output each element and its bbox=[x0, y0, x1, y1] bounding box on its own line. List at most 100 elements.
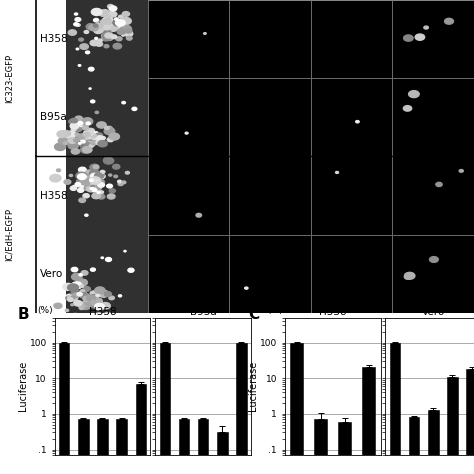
Circle shape bbox=[120, 25, 131, 33]
Bar bbox=[390, 343, 400, 474]
Circle shape bbox=[87, 128, 94, 133]
Circle shape bbox=[429, 256, 438, 263]
Circle shape bbox=[66, 294, 73, 300]
Circle shape bbox=[68, 138, 77, 144]
Circle shape bbox=[64, 142, 68, 145]
Bar bbox=[229, 0, 311, 78]
Circle shape bbox=[336, 172, 338, 173]
Circle shape bbox=[83, 132, 90, 137]
Circle shape bbox=[459, 170, 463, 172]
Circle shape bbox=[96, 42, 102, 46]
Circle shape bbox=[70, 123, 79, 129]
Circle shape bbox=[80, 146, 91, 153]
Circle shape bbox=[85, 214, 88, 216]
Circle shape bbox=[71, 128, 76, 131]
Bar bbox=[466, 369, 474, 474]
Circle shape bbox=[196, 213, 201, 217]
Title: B95a: B95a bbox=[190, 307, 217, 317]
Circle shape bbox=[77, 279, 87, 286]
Circle shape bbox=[93, 165, 99, 168]
Circle shape bbox=[100, 302, 110, 309]
Circle shape bbox=[107, 184, 112, 188]
Circle shape bbox=[109, 133, 119, 140]
Circle shape bbox=[71, 118, 77, 123]
Circle shape bbox=[86, 170, 90, 173]
Circle shape bbox=[95, 25, 105, 32]
Circle shape bbox=[98, 301, 102, 303]
Circle shape bbox=[89, 25, 99, 31]
Circle shape bbox=[68, 284, 79, 291]
Bar bbox=[392, 0, 474, 78]
Circle shape bbox=[85, 301, 94, 306]
Circle shape bbox=[96, 136, 104, 141]
Circle shape bbox=[78, 188, 83, 192]
Circle shape bbox=[108, 5, 113, 9]
Circle shape bbox=[71, 148, 80, 154]
Circle shape bbox=[122, 11, 129, 16]
Circle shape bbox=[95, 287, 105, 294]
Bar bbox=[362, 367, 375, 474]
Bar bbox=[148, 0, 229, 78]
Circle shape bbox=[82, 175, 91, 181]
Circle shape bbox=[109, 296, 114, 300]
Circle shape bbox=[91, 140, 97, 145]
Circle shape bbox=[82, 126, 89, 130]
Circle shape bbox=[404, 275, 411, 279]
Circle shape bbox=[108, 194, 115, 199]
Text: H358: H358 bbox=[40, 34, 68, 44]
Circle shape bbox=[80, 44, 88, 49]
Circle shape bbox=[132, 107, 137, 110]
Circle shape bbox=[73, 291, 80, 295]
Circle shape bbox=[101, 137, 105, 139]
Circle shape bbox=[95, 133, 103, 138]
Bar bbox=[66, 0, 148, 78]
Circle shape bbox=[93, 137, 100, 141]
Circle shape bbox=[93, 18, 99, 22]
Circle shape bbox=[87, 180, 94, 184]
Circle shape bbox=[76, 180, 80, 182]
Bar bbox=[217, 432, 228, 474]
Circle shape bbox=[91, 299, 102, 305]
Circle shape bbox=[95, 301, 98, 302]
Circle shape bbox=[91, 294, 96, 299]
Y-axis label: Luciferase: Luciferase bbox=[248, 361, 258, 411]
Circle shape bbox=[101, 34, 107, 37]
Circle shape bbox=[78, 134, 86, 139]
Circle shape bbox=[84, 30, 89, 34]
Bar bbox=[116, 419, 127, 474]
Circle shape bbox=[83, 296, 91, 301]
Circle shape bbox=[89, 88, 91, 89]
Circle shape bbox=[80, 142, 86, 146]
Circle shape bbox=[98, 182, 104, 187]
Circle shape bbox=[83, 131, 89, 135]
Circle shape bbox=[74, 13, 78, 15]
Bar bbox=[148, 156, 229, 235]
Text: (%): (%) bbox=[267, 306, 283, 315]
Circle shape bbox=[91, 184, 101, 191]
Text: IC323-EGFP: IC323-EGFP bbox=[5, 54, 14, 103]
Circle shape bbox=[79, 38, 83, 41]
Circle shape bbox=[81, 140, 85, 143]
Bar bbox=[311, 235, 392, 313]
Circle shape bbox=[78, 64, 81, 66]
Circle shape bbox=[91, 185, 94, 188]
Circle shape bbox=[78, 316, 81, 318]
Circle shape bbox=[87, 295, 96, 301]
Circle shape bbox=[109, 189, 115, 193]
Circle shape bbox=[105, 33, 112, 38]
Circle shape bbox=[80, 290, 85, 292]
Circle shape bbox=[92, 176, 100, 182]
Circle shape bbox=[90, 291, 98, 296]
Circle shape bbox=[72, 136, 80, 141]
Circle shape bbox=[86, 133, 96, 139]
Circle shape bbox=[109, 12, 117, 17]
Circle shape bbox=[126, 172, 129, 174]
Circle shape bbox=[90, 40, 99, 46]
Bar bbox=[78, 419, 89, 474]
Circle shape bbox=[83, 142, 86, 145]
Bar bbox=[59, 343, 69, 474]
Circle shape bbox=[108, 34, 111, 36]
Bar bbox=[229, 235, 311, 313]
Circle shape bbox=[98, 141, 107, 147]
Circle shape bbox=[126, 29, 132, 33]
